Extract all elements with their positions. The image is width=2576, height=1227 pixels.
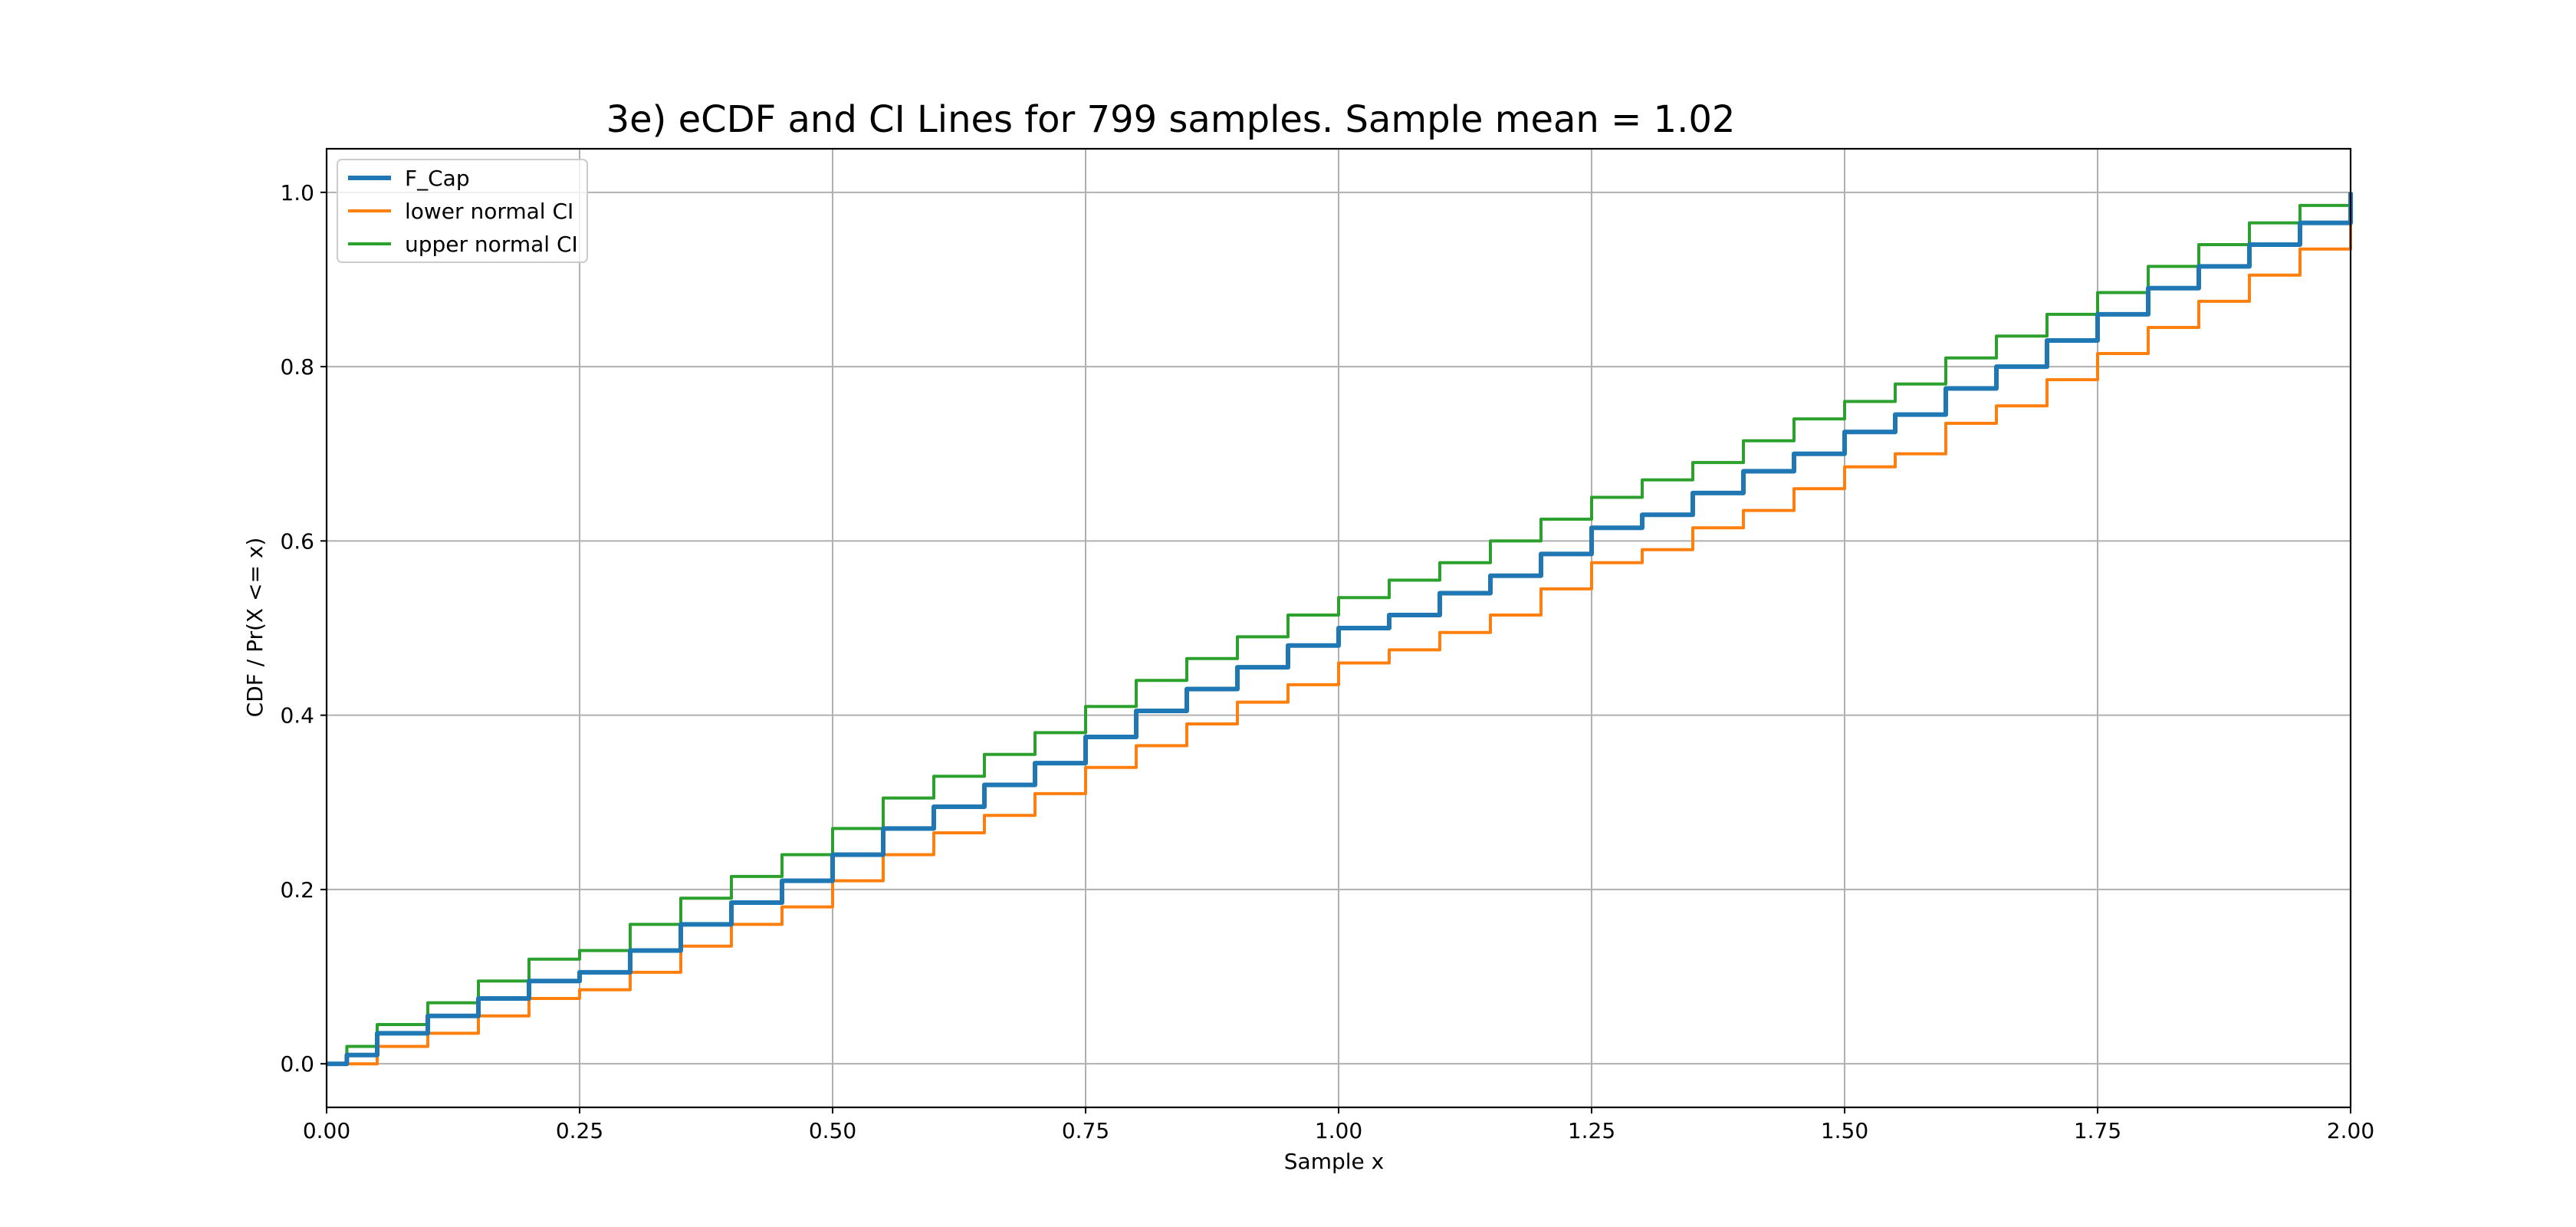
legend-label: F_Cap	[405, 166, 470, 191]
y-tick-label: 0.6	[280, 528, 314, 554]
x-tick-label: 2.00	[2327, 1118, 2374, 1143]
chart-title: 3e) eCDF and CI Lines for 799 samples. S…	[606, 98, 1736, 141]
x-tick-label: 1.25	[1568, 1118, 1615, 1143]
y-tick-label: 0.2	[280, 877, 314, 903]
series-line-upper-normal-ci	[327, 192, 2352, 1066]
y-tick-label: 0.8	[280, 354, 314, 380]
x-tick-label: 1.75	[2074, 1118, 2121, 1143]
x-tick-label: 0.75	[1062, 1118, 1109, 1143]
axis-ticks: 0.00 0.25 0.50 0.75 1.00 1.25 1.50 1.75 2.00 0.0 0…	[280, 180, 2374, 1143]
x-tick-label: 0.25	[556, 1118, 603, 1143]
x-tick-label: 1.00	[1315, 1118, 1362, 1143]
series-line-lower-normal-ci	[327, 201, 2352, 1066]
series-lines	[327, 192, 2353, 1067]
y-tick-label: 1.0	[280, 180, 314, 206]
legend-box	[337, 159, 588, 263]
y-tick-label: 0.4	[280, 703, 314, 729]
x-axis-label: Sample x	[1284, 1149, 1384, 1174]
x-tick-label: 0.50	[809, 1118, 856, 1143]
legend-label: lower normal CI	[405, 199, 573, 224]
legend-label: upper normal CI	[405, 232, 578, 257]
x-tick-label: 0.00	[303, 1118, 350, 1143]
series-line-f-cap	[327, 192, 2353, 1067]
y-tick-label: 0.0	[280, 1051, 314, 1077]
x-tick-label: 1.50	[1821, 1118, 1868, 1143]
y-axis-label: CDF / Pr(X <= x)	[242, 538, 268, 718]
